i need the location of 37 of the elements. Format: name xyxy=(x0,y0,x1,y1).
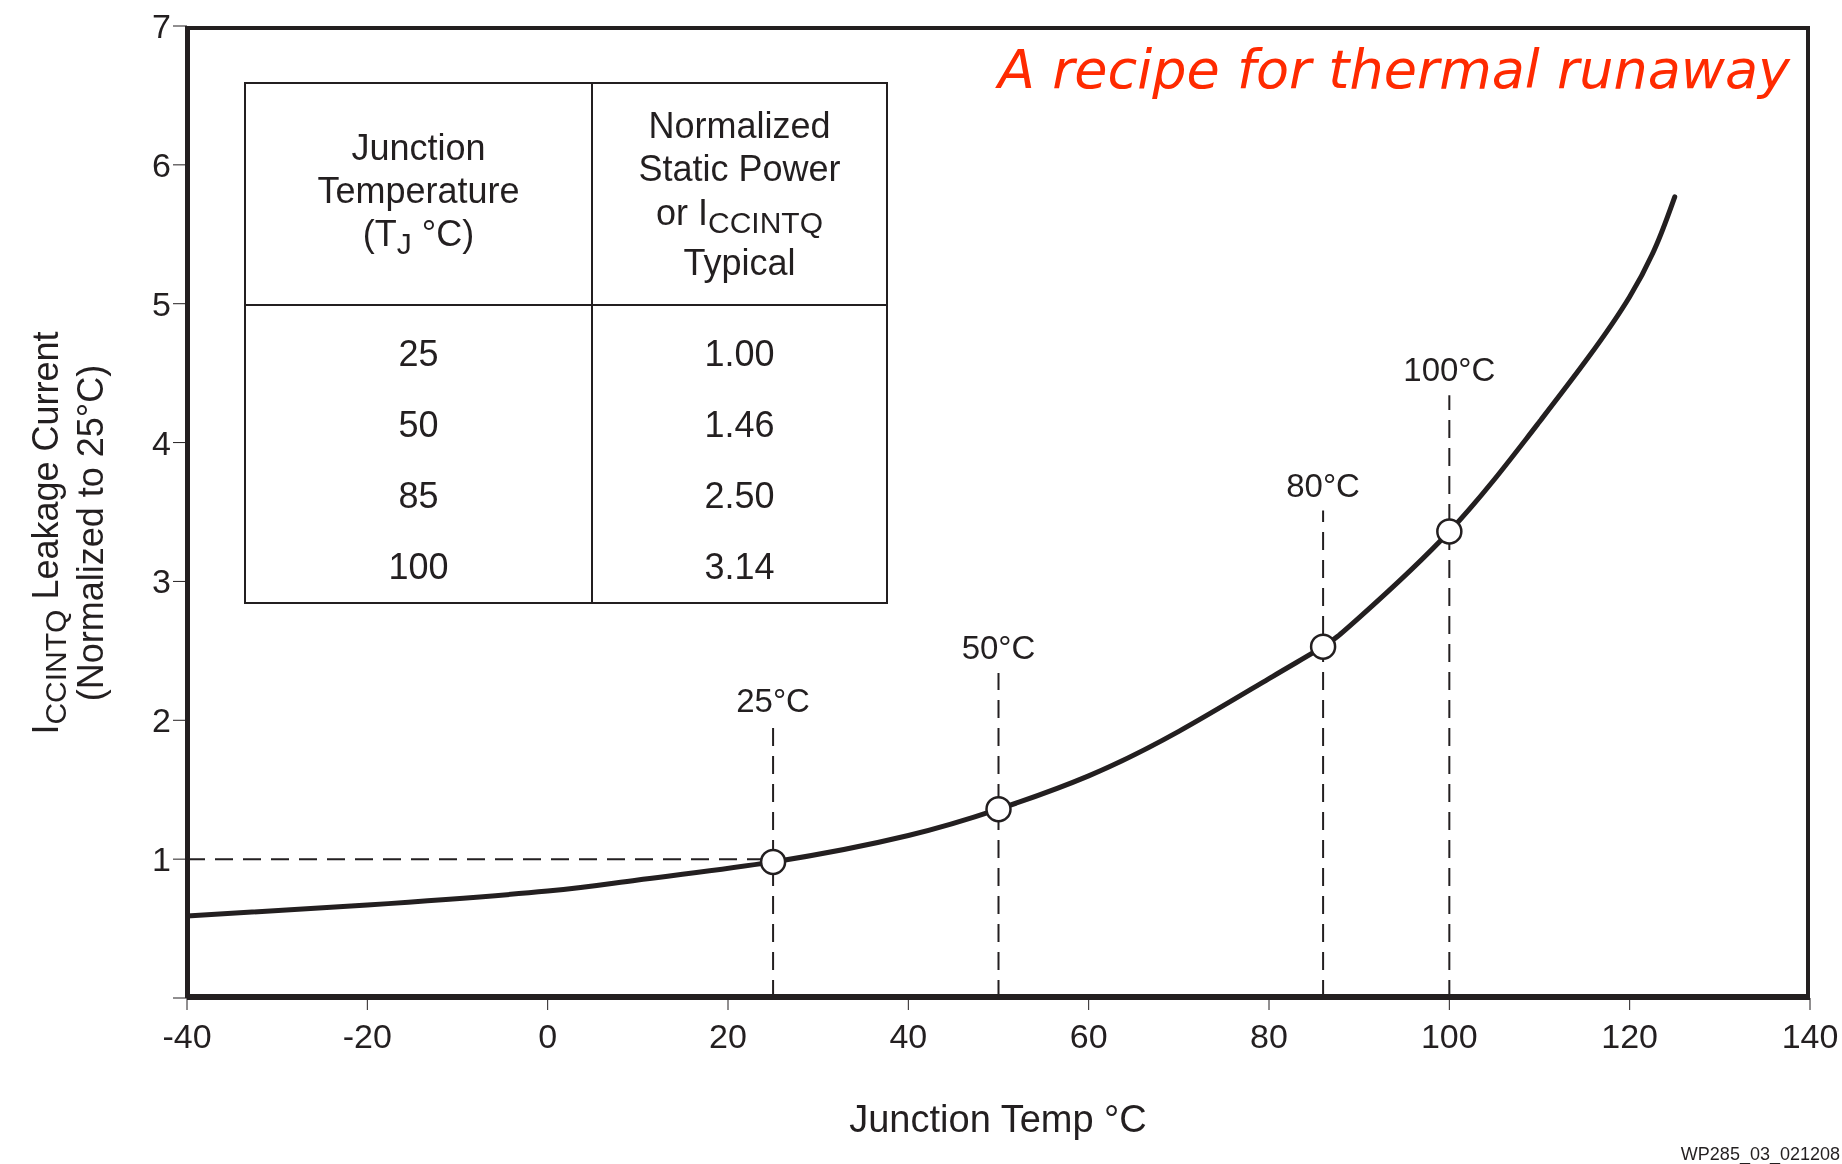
ref-line-label: 25°C xyxy=(736,681,810,719)
text: 50 xyxy=(398,403,439,445)
category-label: Junction Temperature (T$_{J}$ °C) xyxy=(245,83,592,305)
point xyxy=(985,795,1012,823)
y-tick-label: 4 xyxy=(152,423,171,462)
text: 3.14 xyxy=(704,545,775,587)
point xyxy=(1309,633,1337,660)
text: 1.00 xyxy=(704,332,775,374)
x-tick-label: 0 xyxy=(538,1017,558,1056)
ref-line-label: 100°C xyxy=(1403,351,1496,389)
category-label: Normalized Static Power or I$_{CCINTQ}$ Typical xyxy=(592,83,887,305)
text: WP285_03_021208 xyxy=(1680,1144,1840,1164)
point xyxy=(759,848,787,876)
y-tick-label: 1 xyxy=(152,840,171,879)
y-tick-label: 7 xyxy=(152,7,171,46)
y-tick-label: 2 xyxy=(152,701,171,740)
x-tick-label: 80 xyxy=(1250,1017,1288,1056)
ref-line-label: 80°C xyxy=(1286,466,1360,504)
x-tick-label: -40 xyxy=(162,1017,212,1056)
text: 25 xyxy=(398,332,439,374)
x-tick-label: -20 xyxy=(342,1017,392,1056)
x-tick-label: 140 xyxy=(1781,1017,1839,1056)
ref-line-label: 50°C xyxy=(961,629,1036,667)
x-tick-label: 40 xyxy=(889,1017,928,1056)
text: 2.50 xyxy=(704,474,775,516)
x-tick-label: 120 xyxy=(1601,1017,1659,1056)
y-tick-label: 6 xyxy=(152,145,171,184)
x-tick-label: 20 xyxy=(709,1017,747,1056)
y-tick-label: 3 xyxy=(152,562,171,601)
text: 1.46 xyxy=(704,403,775,445)
x-axis-title: Junction Temp °C xyxy=(848,1098,1148,1141)
point xyxy=(1436,518,1463,545)
x-tick-label: 100 xyxy=(1420,1017,1478,1056)
y-tick-label: 5 xyxy=(152,284,171,323)
text: 100 xyxy=(388,545,449,587)
x-tick-label: 60 xyxy=(1069,1017,1108,1056)
text: 85 xyxy=(398,474,439,516)
